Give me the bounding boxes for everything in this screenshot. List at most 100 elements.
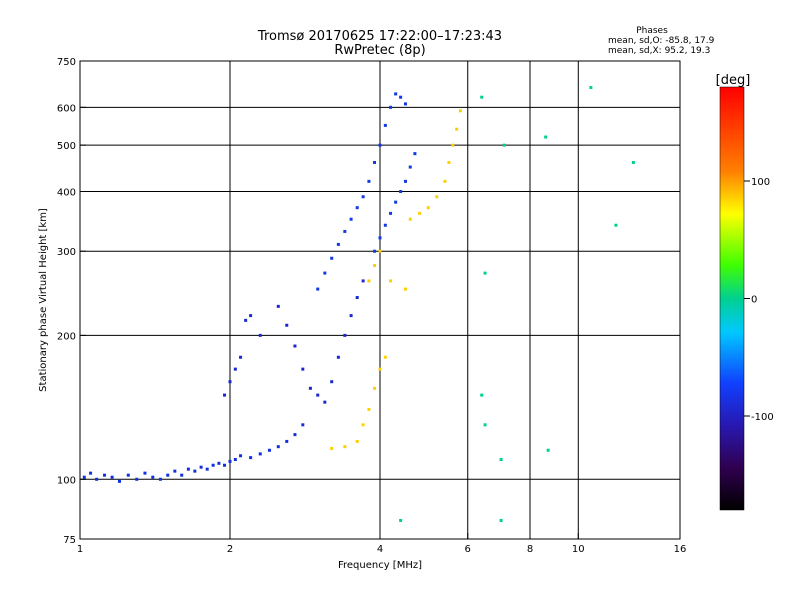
y-tick-label: 600: [57, 103, 76, 114]
data-point: [361, 423, 365, 427]
data-point: [343, 333, 347, 337]
data-point: [330, 380, 334, 384]
colorbar-tick-label: 0: [751, 295, 757, 306]
data-point: [373, 249, 377, 253]
data-point: [126, 473, 130, 477]
data-point: [373, 264, 377, 268]
colorbar: [719, 86, 745, 511]
data-point: [378, 249, 382, 253]
data-point: [389, 105, 393, 109]
data-point: [95, 477, 99, 481]
data-point: [110, 475, 114, 479]
data-point: [293, 344, 297, 348]
data-point: [399, 518, 403, 522]
colorbar-ticks: 100 0 -100: [744, 177, 774, 423]
data-point: [426, 206, 430, 210]
data-point: [205, 467, 209, 471]
data-point: [499, 457, 503, 461]
data-point: [228, 380, 232, 384]
data-point: [233, 457, 237, 461]
data-point: [399, 189, 403, 193]
data-point: [403, 287, 407, 291]
data-point: [408, 217, 412, 221]
data-point: [223, 463, 227, 467]
data-point: [373, 160, 377, 164]
data-point: [316, 287, 320, 291]
y-tick-label: 300: [57, 247, 76, 258]
data-point: [631, 160, 635, 164]
data-point: [343, 229, 347, 233]
data-point: [451, 143, 455, 147]
data-point: [378, 367, 382, 371]
y-axis: 75 100 200 300 400 500 600 750: [57, 57, 86, 546]
data-point: [355, 206, 359, 210]
data-point: [349, 314, 353, 318]
data-point: [211, 463, 215, 467]
x-axis-label: Frequency [MHz]: [338, 560, 422, 571]
data-point: [308, 386, 312, 390]
data-point: [502, 143, 506, 147]
data-point: [378, 143, 382, 147]
data-point: [166, 473, 170, 477]
data-point: [267, 448, 271, 452]
data-point: [349, 217, 353, 221]
data-point: [285, 439, 289, 443]
data-point: [413, 152, 417, 156]
data-point: [447, 160, 451, 164]
y-tick-label: 400: [57, 187, 76, 198]
data-point: [301, 423, 305, 427]
data-point: [403, 179, 407, 183]
data-point: [180, 473, 184, 477]
data-point: [361, 195, 365, 199]
data-point: [546, 448, 550, 452]
data-point: [316, 393, 320, 397]
colorbar-tick-label: 100: [751, 177, 770, 188]
data-point: [435, 195, 439, 199]
data-point: [483, 423, 487, 427]
data-point: [417, 211, 421, 215]
y-axis-label: Stationary phase Virtual Height [km]: [38, 208, 49, 392]
data-point: [373, 386, 377, 390]
data-point: [383, 223, 387, 227]
data-point: [143, 471, 147, 475]
data-point: [249, 456, 253, 460]
data-point: [389, 211, 393, 215]
phases-o-line: mean, sd,O: -85.8, 17.9: [608, 36, 715, 46]
chart-subtitle: RwPretec (8p): [334, 43, 425, 58]
x-tick-label: 8: [527, 544, 533, 555]
data-point: [186, 467, 190, 471]
data-point: [403, 102, 407, 106]
data-point: [228, 459, 232, 463]
data-point: [480, 393, 484, 397]
x-tick-label: 2: [227, 544, 233, 555]
data-point: [443, 179, 447, 183]
x-tick-label: 6: [465, 544, 471, 555]
chart-title: Tromsø 20170625 17:22:00–17:23:43: [257, 29, 502, 44]
y-tick-label: 750: [57, 57, 76, 68]
data-point: [336, 242, 340, 246]
data-point: [285, 323, 289, 327]
data-point: [589, 86, 593, 90]
data-point: [158, 477, 162, 481]
data-point: [330, 446, 334, 450]
data-point: [239, 355, 243, 359]
x-tick-label: 4: [377, 544, 383, 555]
data-point: [217, 461, 221, 465]
data-point: [394, 200, 398, 204]
data-point: [135, 477, 139, 481]
data-point: [367, 179, 371, 183]
x-tick-label: 1: [77, 544, 83, 555]
data-point: [233, 367, 237, 371]
data-point: [389, 279, 393, 283]
y-tick-label: 75: [63, 535, 76, 546]
data-point: [103, 473, 107, 477]
data-point: [117, 479, 121, 483]
data-points: [82, 86, 635, 522]
data-point: [258, 452, 262, 456]
data-point: [276, 304, 280, 308]
data-point: [82, 475, 86, 479]
data-point: [323, 400, 327, 404]
phases-title: Phases: [636, 26, 668, 36]
data-point: [614, 223, 618, 227]
